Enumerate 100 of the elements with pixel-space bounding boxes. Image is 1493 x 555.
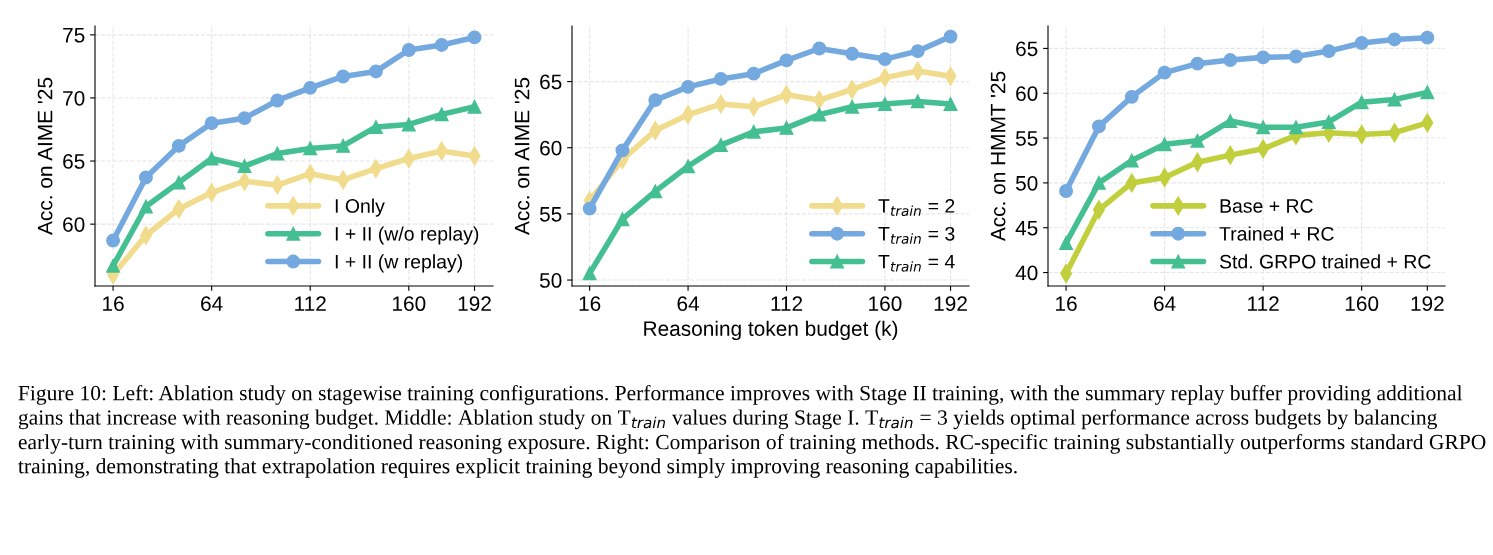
point [434,37,449,52]
legend-label: I + II (w/o replay) [335,226,479,245]
legend-label: Base + RC [1220,199,1313,213]
point [910,94,925,109]
point [1354,36,1369,50]
point [1091,175,1106,190]
y-tick-label: 65 [540,74,562,90]
point [845,46,860,61]
point [1387,92,1402,107]
x-tick-label: 16 [103,296,124,312]
point [1124,89,1139,104]
point [681,159,696,174]
x-tick-label: 112 [1248,296,1279,311]
point [138,199,153,214]
point [1387,32,1402,47]
legend-label: Trained + RC [1219,226,1334,241]
y-tick-label: 65 [1016,41,1038,57]
point [1059,184,1074,198]
point [368,120,383,134]
point [845,99,860,114]
point [1256,50,1271,65]
point [270,93,285,108]
x-tick-label: 64 [677,296,700,312]
point [615,212,630,227]
y-axis-title: Acc. on AIME '25 [514,77,530,235]
point [237,111,252,126]
point [1223,53,1238,68]
y-axis-title: Acc. on HMMT '25 [990,71,1006,242]
legend-label: T$_{train}$ = 2 [878,199,955,217]
y-tick-label: 70 [63,90,85,106]
caption: Figure 10: Left: Ablation study on stagewise training configurations. Performance improves with Stage II training, with the summary replay buffer providing additional gains that increase with reasoning budget. Middle: Ablation study on T$_{train}$ values during Stage I. T$_{train}$ = 3 yields optimal performance across budgets by balancing early-turn training with summary-conditioned reasoning exposure. Right: Comparison of training methods. RC-specific training substantially outperforms standard GRPO training, demonstrating that extrapolation requires explicit training beyond simply improving reasoning capabilities. [18,385,1486,478]
point [106,233,121,248]
point [681,79,696,94]
point [713,138,728,153]
point [1091,119,1106,134]
point [910,44,925,59]
point [713,71,728,86]
point [746,66,761,81]
y-tick-label: 60 [63,217,85,232]
x-tick-label: 160 [393,296,426,312]
point [204,116,219,131]
point [582,266,597,281]
y-tick-label: 45 [1015,220,1038,236]
legend-label: T$_{train}$ = 3 [878,226,955,244]
point [171,175,186,190]
y-tick-label: 55 [1015,131,1038,146]
point [1321,114,1336,129]
point [171,138,186,153]
point [204,151,219,166]
point [779,120,794,135]
point [1190,133,1205,148]
point [746,124,761,139]
point [943,29,958,44]
point [1289,120,1303,135]
y-tick-label: 50 [539,273,562,288]
x-tick-label: 64 [201,296,223,312]
y-tick-label: 55 [539,207,562,222]
point [401,43,416,57]
x-axis-title: Reasoning token budget (k) [644,320,898,341]
point [336,69,351,84]
point [1354,95,1369,110]
point [615,143,630,158]
point [270,146,285,161]
point [1059,236,1074,250]
x-tick-label: 160 [869,296,902,312]
point [1223,114,1238,128]
point [434,107,449,122]
point [1256,120,1271,135]
point [1420,30,1435,45]
x-tick-label: 192 [1411,296,1444,312]
point [582,201,597,216]
point [812,41,827,56]
point [1420,85,1435,100]
point [237,159,252,174]
x-tick-label: 192 [934,296,967,312]
point [336,138,351,153]
y-tick-label: 60 [1016,86,1038,101]
point [303,80,318,95]
y-tick-label: 50 [1015,175,1038,191]
point [1321,44,1336,59]
point [1157,137,1172,152]
y-tick-label: 65 [63,154,85,169]
point [877,97,892,112]
point [106,258,121,273]
legend-label: I + II (w replay) [335,254,462,273]
point [648,93,663,108]
legend-label: Std. GRPO trained + RC [1219,254,1431,269]
x-tick-label: 16 [579,296,601,312]
y-tick-label: 60 [540,140,562,156]
point [467,30,482,45]
y-tick-label: 75 [63,28,85,43]
point [943,97,958,112]
point [779,53,794,68]
point [1190,56,1205,71]
x-tick-label: 64 [1154,296,1176,312]
point [401,117,416,132]
x-tick-label: 112 [771,296,803,311]
point [877,52,892,67]
point [1289,49,1303,64]
point [812,107,827,122]
